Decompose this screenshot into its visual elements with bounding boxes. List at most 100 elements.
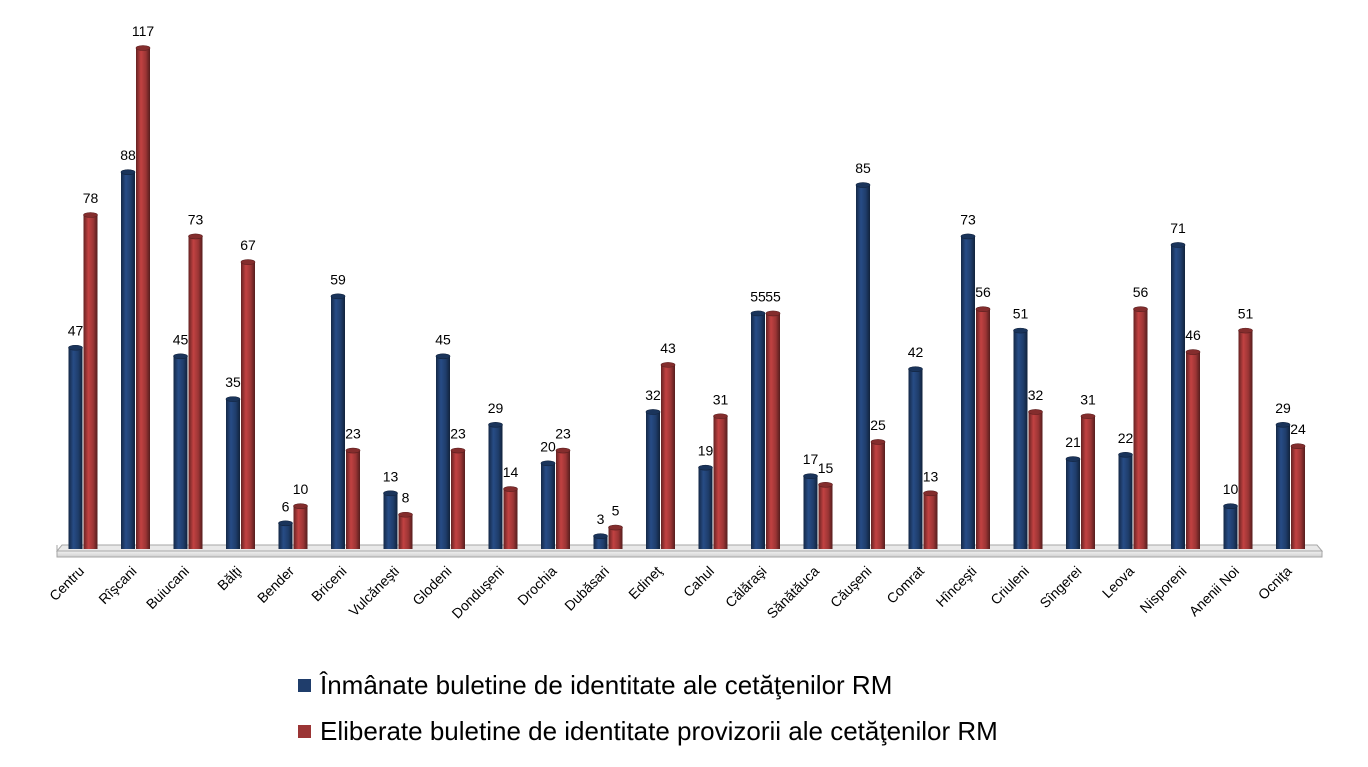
bar-body-series-1-23: [1276, 424, 1290, 549]
bar-series-2-17: [975, 306, 991, 549]
category-label-1: Rîşcani: [95, 563, 139, 607]
bar-body-series-2-15: [871, 441, 885, 549]
bar-series-1-13: [750, 310, 766, 549]
data-label-series-2-15: 25: [870, 417, 886, 433]
legend-label-series-1: Înmânate buletine de identitate ale cetă…: [320, 670, 893, 700]
bar-cap-series-1-11: [645, 409, 661, 415]
data-label-series-2-12: 31: [713, 391, 729, 407]
data-label-series-1-0: 47: [68, 323, 84, 339]
bar-body-series-1-16: [908, 369, 923, 549]
bar-series-2-1: [135, 45, 151, 549]
data-label-series-2-18: 32: [1028, 387, 1044, 403]
bar-series-2-21: [1185, 349, 1201, 549]
category-label-6: Vulcăneşti: [345, 563, 402, 620]
bar-series-2-13: [765, 310, 781, 549]
bar-cap-series-2-14: [818, 481, 833, 488]
bar-body-series-2-22: [1238, 330, 1253, 549]
bar-body-series-1-8: [488, 424, 503, 549]
bar-series-1-5: [330, 293, 346, 549]
bar-series-2-9: [555, 447, 571, 549]
bar-body-series-1-0: [68, 347, 83, 549]
category-label-7: Glodeni: [409, 563, 454, 608]
bar-series-2-7: [450, 447, 466, 549]
bar-body-series-2-5: [346, 450, 360, 549]
bar-series-2-18: [1028, 409, 1043, 549]
legend-swatch-series-2: [298, 725, 311, 738]
data-label-series-1-23: 29: [1275, 400, 1291, 416]
data-label-series-1-5: 59: [330, 271, 346, 287]
bar-series-2-15: [870, 439, 886, 549]
data-label-series-2-22: 51: [1238, 306, 1254, 322]
data-label-series-1-1: 88: [120, 147, 136, 163]
bar-cap-series-2-23: [1290, 443, 1306, 450]
bar-cap-series-2-19: [1080, 413, 1096, 420]
bar-cap-series-1-2: [173, 353, 188, 360]
bar-body-series-1-11: [646, 411, 660, 549]
bar-cap-series-1-21: [1170, 242, 1186, 248]
data-label-series-2-0: 78: [83, 190, 99, 206]
data-label-series-1-18: 51: [1013, 306, 1029, 322]
bar-body-series-2-4: [293, 506, 308, 549]
bar-cap-series-1-18: [1013, 327, 1028, 334]
bar-cap-series-1-13: [750, 310, 766, 317]
data-label-series-2-20: 56: [1133, 284, 1149, 300]
bar-series-1-12: [698, 464, 713, 549]
data-label-series-2-4: 10: [293, 481, 309, 497]
legend-swatch-series-1: [298, 679, 311, 692]
bar-cap-series-2-1: [135, 45, 151, 51]
category-label-20: Leova: [1099, 563, 1137, 601]
bar-cap-series-1-3: [225, 396, 241, 402]
bar-body-series-2-17: [976, 309, 990, 549]
bar-series-1-18: [1013, 327, 1028, 549]
bar-body-series-1-5: [331, 296, 345, 549]
bar-body-series-1-10: [593, 536, 608, 549]
bar-body-series-1-3: [226, 399, 240, 549]
data-label-series-1-12: 19: [698, 443, 714, 459]
bar-series-2-19: [1080, 413, 1096, 549]
bar-cap-series-2-8: [503, 486, 518, 492]
bar-cap-series-2-20: [1133, 306, 1148, 313]
bar-series-1-0: [68, 344, 83, 549]
bar-body-series-1-13: [751, 313, 765, 549]
bar-cap-series-1-15: [855, 182, 871, 188]
bar-cap-series-1-5: [330, 293, 346, 300]
bar-body-series-1-6: [383, 493, 398, 549]
bar-cap-series-2-21: [1185, 349, 1201, 355]
bar-body-series-2-14: [818, 484, 833, 549]
bar-series-1-22: [1223, 503, 1238, 549]
data-label-series-1-4: 6: [282, 498, 290, 514]
bar-body-series-2-8: [503, 489, 518, 549]
bar-series-2-8: [503, 486, 518, 549]
bar-cap-series-2-16: [923, 490, 938, 497]
category-label-19: Sîngerei: [1036, 563, 1084, 611]
bar-series-2-6: [398, 511, 413, 549]
category-label-15: Căuşeni: [827, 563, 875, 611]
category-label-18: Criuleni: [987, 563, 1032, 608]
bar-series-1-1: [120, 169, 136, 549]
bar-series-2-4: [293, 503, 308, 549]
bar-body-series-2-20: [1133, 309, 1148, 549]
bar-cap-series-1-22: [1223, 503, 1238, 509]
bar-cap-series-2-22: [1238, 327, 1253, 334]
bar-cap-series-2-17: [975, 306, 991, 313]
bar-series-2-2: [188, 233, 203, 549]
bar-cap-series-1-23: [1275, 422, 1291, 428]
bar-body-series-2-10: [608, 527, 623, 549]
category-label-2: Buiucani: [143, 563, 192, 612]
bar-series-2-22: [1238, 327, 1253, 549]
bar-series-2-23: [1290, 443, 1306, 549]
category-label-5: Briceni: [308, 563, 350, 605]
category-label-22: Anenii Noi: [1186, 563, 1242, 619]
bar-body-series-2-16: [923, 493, 938, 549]
data-label-series-2-6: 8: [402, 490, 410, 506]
data-label-series-1-8: 29: [488, 400, 504, 416]
category-label-21: Nisporeni: [1136, 563, 1189, 616]
data-label-series-1-22: 10: [1223, 481, 1239, 497]
bar-body-series-1-12: [698, 467, 713, 549]
bar-body-series-2-3: [241, 262, 255, 549]
bar-series-2-12: [713, 413, 728, 549]
chart-floor-front: [56, 550, 1323, 558]
bar-series-1-20: [1118, 451, 1133, 549]
bar-body-series-2-19: [1081, 416, 1095, 549]
